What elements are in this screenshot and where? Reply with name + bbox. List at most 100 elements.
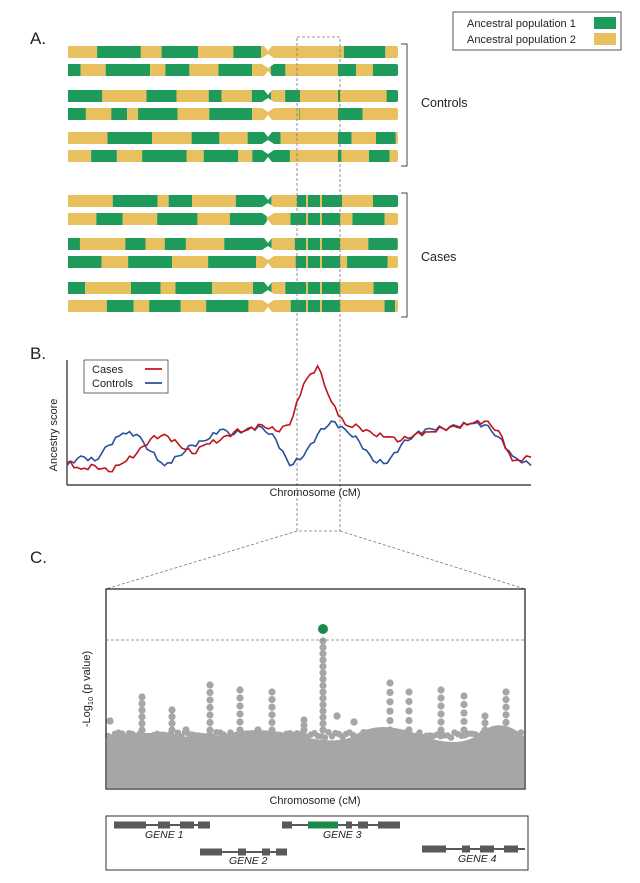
ancestry-segment [386, 90, 398, 102]
ancestry-segment [300, 90, 338, 102]
gene-exon [158, 821, 170, 829]
ancestry-segment [351, 132, 376, 144]
ancestry-segment [369, 150, 390, 162]
gene2-model [200, 848, 287, 856]
chromosome-strand [68, 238, 398, 250]
snp-point [405, 688, 413, 696]
ancestry-segment [68, 150, 92, 162]
ancestry-segment [218, 64, 253, 76]
ancestry-segment [253, 282, 272, 294]
ancestry-segment [149, 300, 181, 312]
ancestry-segment [271, 238, 295, 250]
ancestry-segment [203, 150, 239, 162]
ancestry-segment [343, 46, 386, 58]
b-legend: Cases Controls [83, 359, 169, 394]
gene-track: GENE 1 GENE 2 GENE 3 GENE 4 [105, 815, 529, 871]
gene2-label: GENE 2 [229, 855, 268, 867]
ancestry-segment [206, 300, 249, 312]
gene-exon [114, 821, 146, 829]
cases-series-line [66, 364, 532, 473]
snp-point [386, 679, 394, 687]
snp-point [437, 694, 445, 702]
panel-b-label: B. [30, 344, 46, 363]
ancestry-segment [68, 300, 107, 312]
ancestry-segment [395, 300, 398, 312]
ancestry-segment [116, 150, 143, 162]
ancestry-segment [251, 90, 272, 102]
snp-point [502, 703, 510, 711]
ancestry-segment [300, 108, 338, 120]
gene-exon [262, 848, 270, 856]
snp-point [386, 726, 394, 734]
ancestry-segment [168, 195, 193, 207]
ancestry-segment [320, 282, 322, 294]
ancestry-segment [142, 150, 187, 162]
ancestry-segment [355, 64, 373, 76]
ancestry-segment [186, 150, 204, 162]
ancestry-segment [68, 195, 113, 207]
ancestry-segment [189, 64, 219, 76]
snp-point [319, 643, 327, 652]
ancestry-segment [208, 90, 222, 102]
snp-point [405, 707, 413, 715]
chromosome-strand [68, 213, 398, 225]
snp-point [437, 726, 445, 734]
c-y-axis-label: -Log10 (p value) [81, 651, 95, 727]
chromosome-strand [68, 256, 398, 268]
legend-pop1-swatch [594, 17, 616, 29]
panel-a-label: A. [30, 29, 46, 48]
snp-point [138, 713, 146, 721]
snp-point [502, 711, 510, 719]
ancestry-segment [106, 300, 134, 312]
gene1-label: GENE 1 [145, 829, 184, 841]
snp-point [460, 692, 468, 700]
ancestry-segment [347, 256, 388, 268]
snp-point [268, 711, 276, 719]
snp-point [437, 718, 445, 726]
ancestry-segment [128, 256, 173, 268]
ancestry-segment [247, 132, 281, 144]
ancestry-segment [320, 238, 322, 250]
ancestry-segment [164, 238, 186, 250]
ancestry-segment [341, 150, 370, 162]
ancestry-segment [157, 213, 198, 225]
region-highlight [105, 36, 526, 590]
snp-point [502, 688, 510, 696]
snp-point [481, 712, 489, 720]
ancestry-segment [300, 132, 338, 144]
ancestry-segment [306, 256, 308, 268]
gene-exon [378, 821, 400, 829]
chromosome-strand [68, 282, 398, 294]
ancestry-segment [389, 150, 398, 162]
ancestry-segment [68, 282, 86, 294]
ancestry-segment [125, 238, 146, 250]
snp-point [138, 693, 146, 701]
snp-point [460, 717, 468, 726]
snp-point [405, 716, 413, 725]
ancestry-segment [320, 300, 322, 312]
snp-point [138, 700, 146, 708]
gene-exon [480, 845, 494, 853]
snp-point [236, 726, 244, 734]
gene-exon [346, 821, 352, 829]
ancestry-segment [300, 150, 338, 162]
ancestry-segment [229, 213, 267, 225]
ancestry-segment [297, 300, 340, 312]
ancestry-segment [235, 195, 272, 207]
b-legend-frame [83, 359, 169, 394]
ancestry-segment [157, 195, 169, 207]
ancestry-segment [306, 282, 308, 294]
ancestry-segment [285, 90, 303, 102]
zoom-line-right [339, 530, 526, 590]
zoom-line-left [105, 530, 298, 590]
ancestry-chart: Ancestry score Chromosome (cM) Cases Con… [48, 359, 532, 499]
ancestry-segment [342, 195, 373, 207]
ancestry-segment [68, 108, 86, 120]
snp-point [350, 718, 358, 726]
ancestry-segment [177, 108, 210, 120]
association-plot: -Log10 (p value) Chromosome (cM) [81, 588, 526, 807]
gene1-model [114, 821, 210, 829]
ancestry-segment [255, 256, 296, 268]
ancestry-segment [192, 195, 236, 207]
ancestry-segment [331, 238, 369, 250]
